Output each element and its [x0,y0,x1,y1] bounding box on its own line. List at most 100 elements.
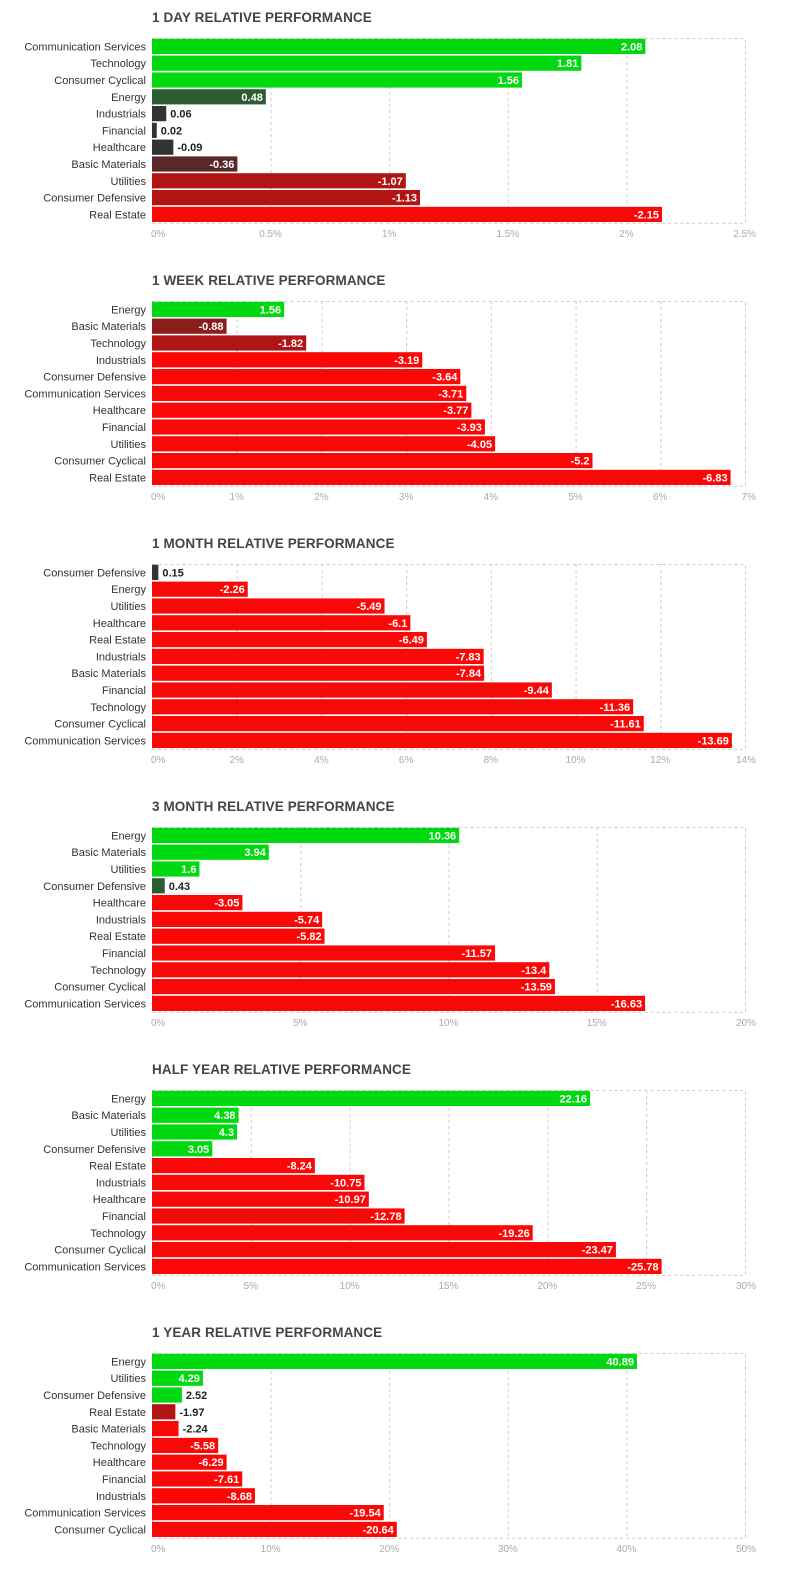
bar [152,564,159,580]
category-label: Basic Materials [71,1424,146,1436]
category-label: Basic Materials [71,159,146,171]
bar [152,827,460,843]
category-label: Utilities [111,864,147,876]
value-label: -3.71 [438,388,463,400]
chart-1-week: 1 WEEK RELATIVE PERFORMANCE 0% 1% 2% 3% 4% 5%… [0,263,790,526]
bar [152,1387,182,1403]
bar [152,1454,227,1470]
tick-label: 10% [438,1018,458,1029]
category-label: Industrials [96,914,147,926]
value-label: -11.57 [461,948,492,960]
bar [152,1488,255,1504]
value-label: 0.15 [162,567,183,579]
category-label: Technology [90,1228,146,1240]
bar [152,55,582,71]
category-label: Financial [102,1474,146,1486]
tick-label: 15% [587,1018,607,1029]
value-label: 0.48 [241,92,262,104]
tick-label: 1.5% [496,229,519,240]
category-label: Technology [90,965,146,977]
tick-label: 40% [616,1544,636,1555]
value-label: -0.88 [198,321,223,333]
bar [152,173,406,189]
bar [152,1471,243,1487]
bar-chart-half-year: 0% 5% 10% 15% 20% 25% 30% Energy 22.16 Basic Mate… [24,1090,756,1292]
value-label: 1.81 [557,58,578,70]
category-label: Utilities [111,176,147,188]
bar [152,72,523,88]
bar [152,861,200,877]
bar [152,682,552,698]
category-label: Communication Services [24,998,146,1010]
bar [152,648,484,664]
value-label: -12.78 [370,1211,401,1223]
value-label: -2.26 [220,584,245,596]
value-label: -3.93 [457,422,482,434]
value-label: -5.74 [294,914,320,926]
plot-frame [152,301,746,487]
value-label: -10.97 [335,1194,366,1206]
bar [152,1107,239,1123]
tick-label: 0% [151,755,166,766]
category-label: Utilities [111,439,147,451]
tick-label: 2% [619,229,634,240]
category-label: Consumer Cyclical [54,1245,146,1257]
tick-label: 0% [151,1544,166,1555]
category-label: Energy [111,584,146,596]
tick-label: 10% [566,755,586,766]
value-label: 0.02 [161,125,182,137]
tick-label: 3% [399,492,414,503]
value-label: -9.44 [524,685,550,697]
value-label: 3.05 [188,1144,209,1156]
bar [152,453,593,469]
bar [152,895,243,911]
bar [152,1141,213,1157]
bar [152,581,248,597]
tick-label: 10% [261,1544,281,1555]
category-label: Healthcare [93,618,146,630]
bar [152,469,731,485]
bar [152,911,323,927]
category-label: Industrials [96,355,147,367]
category-label: Energy [111,1356,146,1368]
category-label: Healthcare [93,898,146,910]
value-label: -11.61 [610,719,641,731]
bar [152,979,555,995]
tick-label: 5% [568,492,583,503]
category-label: Utilities [111,1127,147,1139]
tick-label: 14% [736,755,756,766]
category-label: Healthcare [93,142,146,154]
value-label: 2.08 [621,41,642,53]
tick-label: 20% [736,1018,756,1029]
bar-chart-1-week: 0% 1% 2% 3% 4% 5% 6% 7% Energy 1.56 Basic Material… [24,301,756,503]
category-label: Healthcare [93,1194,146,1206]
bar [152,878,165,894]
chart-title: 1 YEAR RELATIVE PERFORMANCE [152,1325,383,1340]
value-label: 4.38 [214,1110,235,1122]
tick-label: 50% [736,1544,756,1555]
tick-label: 0% [151,1018,166,1029]
bar [152,385,467,401]
bar [152,190,421,206]
value-label: 10.36 [429,830,457,842]
tick-label: 0% [151,229,166,240]
value-label: -6.83 [703,472,728,484]
value-label: 1.56 [260,304,281,316]
tick-label: 0% [151,492,166,503]
category-label: Energy [111,304,146,316]
value-label: -6.1 [388,618,407,630]
bar [152,1158,315,1174]
tick-label: 2% [229,755,244,766]
category-label: Consumer Cyclical [54,456,146,468]
value-label: -7.83 [456,651,481,663]
value-label: -1.97 [179,1407,204,1419]
bar-chart-1-year: 0% 10% 20% 30% 40% 50% Energy 40.89 Utilities 4.2… [24,1353,756,1555]
category-label: Financial [102,948,146,960]
value-label: -3.19 [394,355,419,367]
tick-label: 4% [484,492,499,503]
bar [152,598,385,614]
bar [152,318,227,334]
chart-title: 3 MONTH RELATIVE PERFORMANCE [152,799,395,814]
value-label: -10.75 [330,1177,361,1189]
value-label: -3.05 [214,898,239,910]
